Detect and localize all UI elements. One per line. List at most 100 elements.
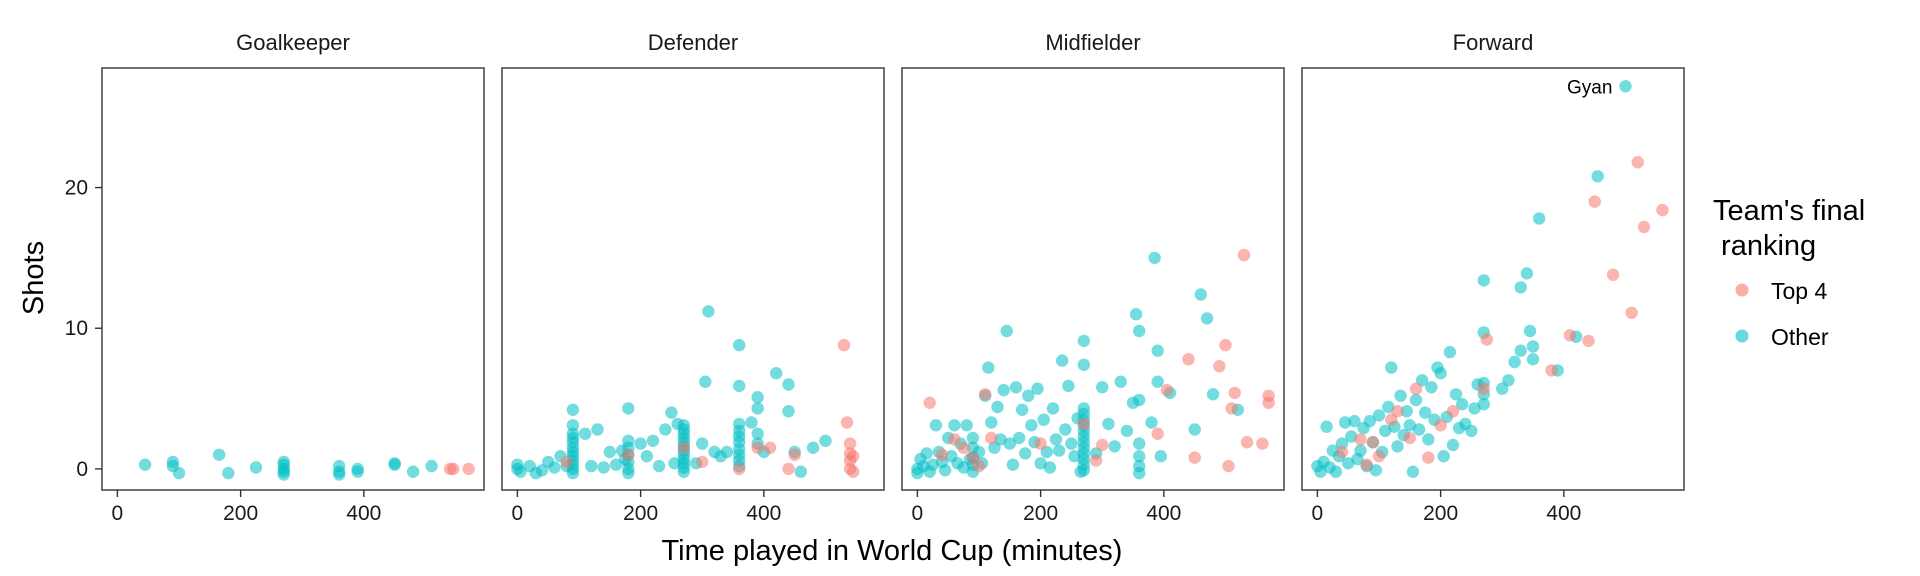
point-top4: [1225, 402, 1238, 415]
point-other: [929, 419, 943, 432]
point-other: [794, 465, 807, 478]
point-other: [1369, 464, 1383, 477]
legend-title-line-2: ranking: [1713, 230, 1816, 262]
x-tick-label: 0: [112, 502, 124, 525]
point-other: [1062, 379, 1075, 393]
point-other: [1022, 389, 1035, 402]
point-other: [333, 468, 346, 481]
point-other: [677, 465, 690, 478]
point-other: [585, 459, 598, 473]
point-other: [1385, 361, 1398, 374]
point-top4: [1637, 220, 1651, 234]
point-top4: [447, 462, 460, 476]
point-other: [770, 367, 783, 380]
point-other: [1151, 344, 1164, 357]
x-tick-label: 400: [346, 502, 381, 525]
point-top4: [972, 459, 986, 473]
point-other: [514, 465, 527, 478]
point-top4: [1335, 445, 1349, 459]
point-other: [566, 403, 580, 416]
x-tick-label: 200: [623, 502, 658, 525]
point-top4: [1477, 382, 1491, 395]
point-other: [1133, 466, 1146, 480]
point-top4: [1588, 195, 1601, 208]
point-other: [1456, 398, 1469, 411]
point-other: [1514, 344, 1527, 357]
point-other: [1619, 80, 1632, 93]
legend-title-line-1: Team's final: [1713, 195, 1865, 227]
legend-label-other: Other: [1771, 324, 1829, 350]
point-other: [1412, 423, 1426, 436]
y-axis-title: Shots: [18, 241, 50, 315]
legend-label-top4: Top 4: [1771, 278, 1827, 304]
point-other: [609, 458, 623, 471]
point-top4: [1240, 436, 1254, 449]
point-other: [1477, 398, 1491, 411]
point-other: [982, 361, 995, 374]
point-other: [997, 383, 1010, 397]
point-other: [668, 457, 681, 470]
point-other: [1372, 409, 1386, 422]
point-top4: [1096, 438, 1109, 452]
point-top4: [788, 448, 801, 461]
point-other: [640, 450, 653, 463]
point-other: [1049, 433, 1063, 446]
point-other: [1394, 389, 1407, 402]
point-other: [1391, 440, 1404, 453]
point-other: [751, 402, 764, 415]
point-other: [1031, 382, 1044, 395]
point-other: [548, 461, 561, 474]
point-other: [222, 466, 235, 480]
point-top4: [1385, 413, 1398, 426]
point-top4: [1256, 437, 1269, 450]
point-top4: [1089, 454, 1103, 467]
x-tick-label: 200: [1023, 502, 1058, 525]
point-other: [1206, 388, 1220, 401]
point-top4: [935, 448, 949, 461]
point-other: [782, 405, 795, 418]
point-other: [1108, 440, 1121, 453]
point-other: [1102, 417, 1115, 431]
point-other: [1502, 374, 1515, 387]
x-axis-title: Time played in World Cup (minutes): [662, 535, 1123, 567]
point-other: [1443, 345, 1457, 359]
panel-defender: Defender 0 200 400: [501, 30, 885, 525]
point-other: [1015, 403, 1029, 416]
point-top4: [923, 396, 936, 409]
point-top4: [1151, 427, 1164, 440]
point-other: [1403, 419, 1417, 432]
y-tick-label: 20: [65, 177, 88, 200]
point-top4: [1422, 451, 1435, 464]
point-other: [1148, 251, 1161, 265]
point-top4: [462, 462, 475, 476]
x-tick-label: 400: [1146, 502, 1181, 525]
point-other: [1077, 358, 1091, 371]
point-other: [1059, 423, 1072, 436]
point-other: [1354, 444, 1367, 457]
panel-goalkeeper: Goalkeeper 0 200 400 0 10 20: [65, 30, 485, 525]
x-tick-label: 200: [223, 502, 258, 525]
point-top4: [677, 441, 690, 454]
point-other: [1188, 423, 1201, 436]
point-top4: [1625, 306, 1638, 319]
point-other: [985, 416, 998, 429]
point-top4: [1606, 268, 1620, 281]
point-top4: [843, 437, 857, 450]
point-other: [1591, 170, 1604, 183]
x-tick-label: 200: [1423, 502, 1458, 525]
point-other: [720, 445, 734, 459]
legend-key-top4: [1735, 283, 1749, 297]
point-other: [1526, 353, 1540, 366]
point-other: [1446, 438, 1460, 452]
point-top4: [1237, 248, 1251, 262]
point-top4: [1391, 405, 1404, 418]
point-top4: [840, 416, 854, 429]
point-top4: [1034, 437, 1047, 450]
point-other: [1514, 281, 1527, 294]
point-top4: [1446, 405, 1460, 418]
point-other: [806, 441, 820, 454]
x-tick-label: 400: [746, 502, 781, 525]
panel-title: Forward: [1453, 30, 1534, 55]
point-other: [646, 434, 660, 447]
point-other: [1065, 437, 1078, 450]
